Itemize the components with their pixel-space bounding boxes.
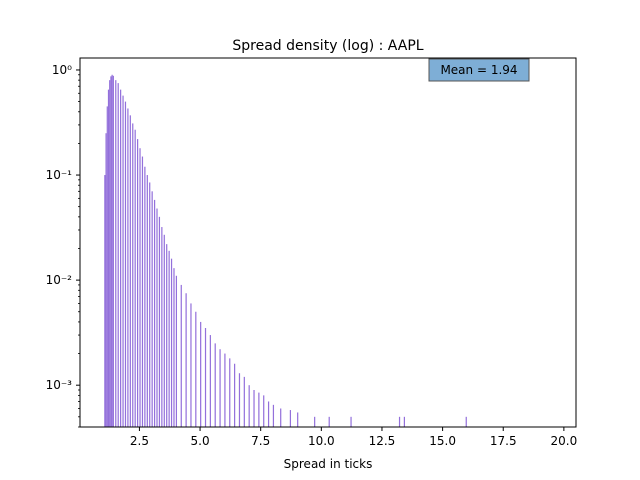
x-axis-ticks: 2.5 5.0 7.5 10.0 12.5 15.0 17.5 20.0 bbox=[130, 427, 577, 448]
histogram-bar bbox=[243, 376, 245, 427]
histogram-bar bbox=[112, 75, 114, 427]
x-tick-label: 20.0 bbox=[551, 434, 578, 448]
histogram-bar bbox=[403, 416, 405, 427]
histogram-bar bbox=[158, 216, 161, 427]
x-tick-label: 5.0 bbox=[191, 434, 210, 448]
y-tick-label: 10⁻³ bbox=[46, 378, 73, 392]
histogram-bar bbox=[149, 182, 151, 427]
histogram-bar bbox=[129, 115, 131, 427]
x-tick-label: 7.5 bbox=[251, 434, 270, 448]
histogram-bar bbox=[234, 363, 236, 427]
histogram-bar bbox=[104, 175, 106, 427]
histogram-bar bbox=[229, 358, 231, 427]
histogram-bar bbox=[398, 416, 401, 427]
histogram-bar bbox=[137, 139, 139, 427]
histogram-bar bbox=[120, 89, 122, 427]
mean-annotation-text: Mean = 1.94 bbox=[440, 63, 517, 77]
histogram-bar bbox=[465, 416, 467, 427]
x-tick-label: 15.0 bbox=[429, 434, 456, 448]
histogram-bar bbox=[263, 395, 265, 427]
histogram-bar bbox=[170, 258, 173, 427]
histogram-bar bbox=[248, 385, 250, 427]
histogram-bar bbox=[156, 208, 158, 427]
y-tick-label: 10⁻¹ bbox=[46, 168, 73, 182]
histogram-bar bbox=[289, 410, 292, 427]
histogram-bar bbox=[146, 175, 148, 427]
x-tick-label: 10.0 bbox=[308, 434, 335, 448]
histogram-bar bbox=[314, 416, 316, 427]
histogram-bar bbox=[132, 123, 134, 428]
mean-annotation-box bbox=[428, 58, 530, 82]
histogram-bar bbox=[144, 166, 146, 427]
histogram-bar bbox=[185, 293, 187, 427]
chart-title: Spread density (log) : AAPL bbox=[232, 38, 423, 54]
x-tick-label: 2.5 bbox=[130, 434, 149, 448]
histogram-bar bbox=[219, 349, 221, 427]
histogram-bar bbox=[204, 328, 207, 427]
histogram-bar bbox=[350, 416, 352, 427]
histogram-bar bbox=[109, 80, 111, 428]
histogram-bar bbox=[139, 148, 141, 427]
histogram-bar bbox=[141, 156, 144, 428]
histogram-bar bbox=[209, 335, 211, 427]
histogram-bar bbox=[175, 275, 178, 427]
histogram-bar bbox=[166, 244, 168, 427]
histogram-bar bbox=[115, 80, 117, 428]
histogram-bar bbox=[200, 321, 202, 427]
histogram-bar bbox=[153, 199, 156, 427]
histogram-bar bbox=[173, 268, 175, 427]
histogram-bar bbox=[163, 234, 165, 427]
y-axis-ticks: 10⁻³ 10⁻² 10⁻¹ 10⁰ bbox=[46, 63, 80, 428]
histogram-bar bbox=[180, 284, 182, 427]
histogram-bar bbox=[161, 227, 163, 427]
histogram-bar bbox=[280, 408, 282, 427]
histogram-bar bbox=[124, 101, 127, 427]
plot-frame bbox=[79, 57, 577, 428]
histogram-bar bbox=[190, 303, 192, 427]
histogram-bar bbox=[105, 133, 107, 428]
histogram-bar bbox=[258, 392, 260, 427]
histogram-bar bbox=[151, 191, 153, 427]
histogram-bar bbox=[267, 401, 270, 427]
x-tick-label: 17.5 bbox=[490, 434, 517, 448]
histogram-bar bbox=[253, 390, 255, 427]
histogram-bar bbox=[111, 74, 113, 427]
x-axis-label: Spread in ticks bbox=[284, 457, 373, 471]
histogram-bar bbox=[272, 404, 275, 427]
histogram-bar bbox=[195, 311, 197, 427]
histogram-bar bbox=[107, 89, 110, 427]
histogram-bar bbox=[134, 129, 136, 427]
histogram-bar bbox=[238, 373, 241, 427]
x-tick-label: 12.5 bbox=[369, 434, 396, 448]
y-tick-label: 10⁰ bbox=[52, 63, 72, 77]
histogram-bars bbox=[104, 74, 467, 428]
histogram-bar bbox=[214, 343, 216, 427]
histogram-bar bbox=[106, 106, 108, 427]
histogram-bar bbox=[117, 83, 119, 427]
histogram-bar bbox=[110, 76, 112, 427]
histogram-bar bbox=[224, 353, 226, 427]
mean-annotation: Mean = 1.94 bbox=[428, 58, 530, 82]
histogram-bar bbox=[168, 250, 170, 427]
histogram-bar bbox=[127, 108, 129, 427]
histogram-bar bbox=[297, 412, 299, 427]
y-tick-label: 10⁻² bbox=[46, 273, 73, 287]
histogram-bar bbox=[122, 95, 124, 428]
histogram-bar bbox=[328, 416, 330, 427]
